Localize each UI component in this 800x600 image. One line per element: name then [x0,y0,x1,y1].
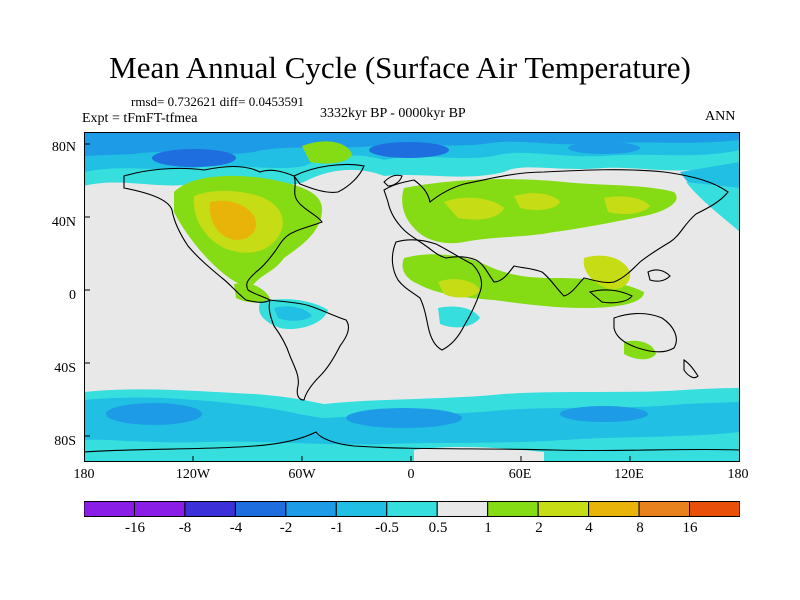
coastlines [84,163,740,453]
colorbar-swatch [285,501,337,517]
colorbar-swatch [184,501,236,517]
colorbar-swatch [436,501,489,517]
colorbar-swatch [133,501,186,517]
colorbar-swatch [588,501,640,517]
colorbar-label-4: 4 [585,520,593,536]
colorbar-label-neg8: -8 [178,520,192,536]
colorbar-swatch [386,501,438,517]
colorbar-swatch [234,501,287,517]
map-ticks [84,143,631,462]
colorbar-label-neg1: -1 [330,520,344,536]
lon-label-180w: 180 [73,467,95,482]
season-label: ANN [705,109,736,124]
lat-label-80s: 80S [54,434,76,449]
stats-text: rmsd= 0.732621 diff= 0.0453591 [131,94,304,109]
colorbar-label-2: 2 [535,520,543,536]
colorbar-swatch [689,501,740,517]
arctic-cold-anomaly [84,132,740,232]
map-frame [84,132,740,462]
colorbar-label-16: 16 [682,520,698,536]
colorbar-swatch [487,501,539,517]
northern-warm-anomaly [174,141,677,360]
southern-ocean-cold-anomaly [84,388,740,462]
lat-label-80n: 80N [51,140,76,155]
colorbar-label-0-5: 0.5 [428,520,448,536]
colorbar-swatch [638,501,691,517]
colorbar-label-neg4: -4 [229,520,243,536]
lon-label-180e: 180 [727,467,749,482]
experiment-label: Expt = tFmFT-tfmea [82,111,198,126]
colorbar-swatch [537,501,590,517]
lat-label-40n: 40N [51,215,76,230]
lon-label-60w: 60W [288,467,316,482]
colorbar-label-neg0-5: -0.5 [375,520,399,536]
colorbar-label-1: 1 [484,520,492,536]
lon-label-0: 0 [407,467,415,482]
map-title: Mean Annual Cycle (Surface Air Temperatu… [109,50,691,85]
period-label: 3332kyr BP - 0000kyr BP [320,106,466,121]
lon-label-60e: 60E [508,467,532,482]
colorbar-label-neg2: -2 [279,520,293,536]
colorbar-swatch [335,501,388,517]
colorbar-label-8: 8 [636,520,644,536]
colorbar [84,501,740,517]
world-map [84,132,740,462]
colorbar-swatch [84,501,135,517]
lon-label-120e: 120E [614,467,644,482]
lat-label-40s: 40S [54,361,76,376]
lon-label-120w: 120W [175,467,211,482]
lat-label-0: 0 [69,288,76,303]
colorbar-label-neg16: -16 [125,520,145,536]
